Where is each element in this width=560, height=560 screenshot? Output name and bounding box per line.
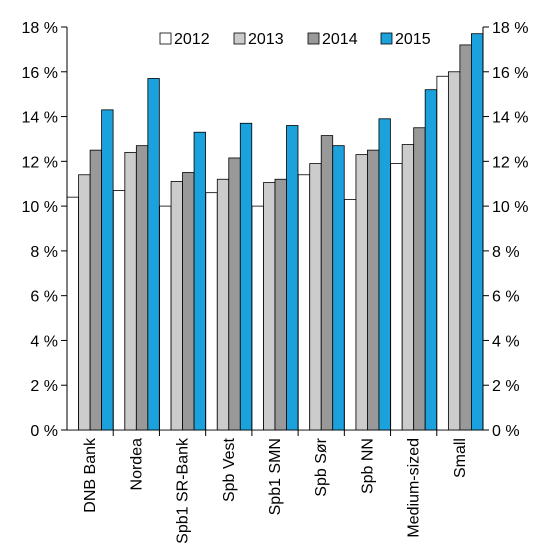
- bar-2012-6: [344, 198, 357, 431]
- bar-2015-4: [286, 125, 299, 431]
- category-label: Spb Sør: [313, 437, 330, 496]
- bar-2014-1: [135, 145, 149, 431]
- legend-swatch-2015: [380, 32, 393, 45]
- category-label: Spb1 SR-Bank: [175, 437, 192, 544]
- category-label: Spb1 SMN: [267, 438, 284, 515]
- y-tick-label-left: 12 %: [22, 154, 58, 171]
- bar-2014-7: [413, 127, 426, 431]
- category-label: DNB Bank: [82, 437, 99, 513]
- bar-2013-8: [447, 71, 461, 431]
- y-tick-label-left: 18 %: [22, 20, 58, 37]
- legend-swatch-2014: [307, 32, 320, 45]
- bar-2015-3: [239, 122, 253, 431]
- y-tick-label-left: 0 %: [30, 423, 58, 440]
- bar-2012-2: [159, 205, 172, 431]
- category-label: Spb Vest: [221, 437, 238, 502]
- bar-2015-2: [193, 131, 206, 431]
- legend-label-2013: 2013: [248, 31, 284, 48]
- bar-2012-7: [390, 163, 403, 431]
- y-tick-label-right: 16 %: [492, 65, 528, 82]
- bar-2014-6: [367, 149, 380, 431]
- category-label: Spb NN: [359, 438, 376, 494]
- bar-2014-4: [274, 178, 287, 431]
- bars-layer: [66, 33, 484, 431]
- y-tick-label-right: 10 %: [492, 199, 528, 216]
- y-tick-label-left: 10 %: [22, 199, 58, 216]
- bar-2015-6: [378, 118, 391, 431]
- bar-2013-1: [124, 151, 137, 431]
- bar-2014-0: [89, 149, 103, 431]
- y-tick-label-right: 14 %: [492, 110, 528, 127]
- axes-layer: 0 % 0 % 2 % 2 % 4 % 4 % 6 % 6 % 8 % 8 % 10 % 10 % 12…: [22, 20, 529, 544]
- bar-2014-5: [320, 135, 334, 431]
- legend: 2012 2013 2014 2015: [159, 31, 431, 48]
- legend-swatch-2013: [233, 32, 246, 45]
- y-tick-label-right: 18 %: [492, 20, 528, 37]
- y-tick-label-right: 4 %: [492, 333, 520, 350]
- y-tick-label-right: 12 %: [492, 154, 528, 171]
- y-tick-label-right: 2 %: [492, 378, 520, 395]
- bar-2015-0: [101, 109, 114, 431]
- y-tick-label-right: 8 %: [492, 244, 520, 261]
- y-tick-label-left: 4 %: [30, 333, 58, 350]
- y-tick-label-right: 0 %: [492, 423, 520, 440]
- bar-2013-4: [263, 182, 276, 431]
- bar-2013-7: [401, 144, 415, 431]
- bar-2014-8: [459, 44, 472, 431]
- bar-2014-2: [182, 172, 195, 431]
- y-tick-label-right: 6 %: [492, 289, 520, 306]
- legend-label-2015: 2015: [395, 31, 431, 48]
- y-tick-label-left: 16 %: [22, 65, 58, 82]
- bar-2015-8: [470, 33, 484, 431]
- bar-2015-1: [147, 78, 160, 431]
- bar-2013-3: [216, 178, 230, 431]
- y-tick-label-left: 8 %: [30, 244, 58, 261]
- category-label: Medium-sized: [406, 438, 423, 538]
- bar-2012-1: [112, 190, 126, 431]
- bar-2012-0: [66, 196, 80, 431]
- legend-swatch-2012: [159, 32, 172, 45]
- bar-2015-5: [332, 145, 345, 431]
- y-tick-label-left: 14 %: [22, 110, 58, 127]
- bar-2012-5: [297, 174, 311, 431]
- bar-2014-3: [228, 157, 241, 431]
- bar-2013-0: [78, 174, 91, 431]
- legend-label-2012: 2012: [174, 31, 210, 48]
- bar-2015-7: [424, 89, 438, 431]
- y-tick-label-left: 2 %: [30, 378, 58, 395]
- bar-2012-8: [436, 75, 449, 431]
- category-label: Small: [452, 438, 469, 478]
- bar-2013-2: [170, 181, 183, 431]
- legend-label-2014: 2014: [322, 31, 358, 48]
- bar-2013-5: [309, 163, 322, 431]
- bar-2012-3: [205, 192, 218, 431]
- bar-2013-6: [355, 154, 368, 431]
- y-tick-label-left: 6 %: [30, 289, 58, 306]
- category-label: Nordea: [128, 438, 145, 491]
- bar-2012-4: [251, 205, 264, 431]
